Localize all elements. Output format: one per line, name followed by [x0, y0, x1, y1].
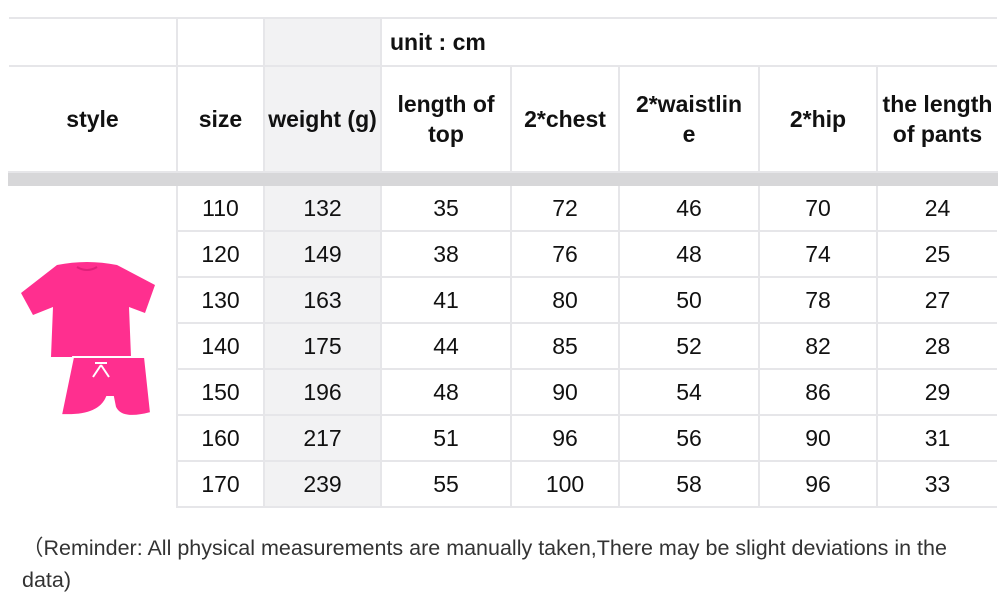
cell-waist: 56	[618, 414, 760, 462]
cell-weight: 149	[263, 230, 382, 278]
cell-length_top: 55	[380, 460, 512, 508]
cell-length_top: 44	[380, 322, 512, 370]
cell-weight: 196	[263, 368, 382, 416]
header-size: size	[176, 65, 265, 173]
table-row: 140 175 44 85 52 82 28	[9, 322, 997, 370]
cell-length_top: 38	[380, 230, 512, 278]
header-hip: 2*hip	[758, 65, 878, 173]
cell-length_top: 35	[380, 184, 512, 232]
cell-hip: 82	[758, 322, 878, 370]
cell-hip: 90	[758, 414, 878, 462]
cell-weight: 175	[263, 322, 382, 370]
style-image	[9, 184, 178, 507]
header-length-of-pants: the length of pants	[876, 65, 997, 173]
cell-chest: 76	[510, 230, 620, 278]
cell-waist: 52	[618, 322, 760, 370]
table-row: 170 239 55 100 58 96 33	[9, 460, 997, 508]
cell-pants: 33	[876, 460, 997, 508]
cell-pants: 25	[876, 230, 997, 278]
header-weight: weight (g)	[263, 65, 382, 173]
cell-size: 170	[176, 460, 265, 508]
cell-hip: 78	[758, 276, 878, 324]
cell-weight: 132	[263, 184, 382, 232]
cell-pants: 29	[876, 368, 997, 416]
table-row: 110 132 35 72 46 70 24	[9, 184, 997, 507]
cell-size: 140	[176, 322, 265, 370]
cell-waist: 50	[618, 276, 760, 324]
cell-pants: 31	[876, 414, 997, 462]
cell-chest: 96	[510, 414, 620, 462]
cell-weight: 163	[263, 276, 382, 324]
pink-outfit-icon	[21, 261, 155, 417]
header-row: style size weight (g) length of top 2*ch…	[9, 65, 997, 173]
cell-length_top: 41	[380, 276, 512, 324]
header-length-of-top: length of top	[380, 65, 512, 173]
cell-chest: 100	[510, 460, 620, 508]
header-style: style	[9, 65, 178, 173]
cell-pants: 28	[876, 322, 997, 370]
table-row: 150 196 48 90 54 86 29	[9, 368, 997, 416]
cell-chest: 80	[510, 276, 620, 324]
cell-length_top: 48	[380, 368, 512, 416]
cell-pants: 24	[876, 184, 997, 232]
header-waistline: 2*waistlin e	[618, 65, 760, 173]
cell-hip: 96	[758, 460, 878, 508]
cell-hip: 70	[758, 184, 878, 232]
cell-pants: 27	[876, 276, 997, 324]
cell-chest: 85	[510, 322, 620, 370]
reminder-note: （Reminder: All physical measurements are…	[22, 536, 947, 592]
unit-label: unit : cm	[380, 17, 997, 67]
cell-size: 120	[176, 230, 265, 278]
header-chest: 2*chest	[510, 65, 620, 173]
cell-hip: 86	[758, 368, 878, 416]
cell-size: 150	[176, 368, 265, 416]
cell-waist: 58	[618, 460, 760, 508]
cell-waist: 48	[618, 230, 760, 278]
cell-size: 110	[176, 184, 265, 232]
cell-length_top: 51	[380, 414, 512, 462]
cell-weight: 239	[263, 460, 382, 508]
cell-weight: 217	[263, 414, 382, 462]
table-row: 160 217 51 96 56 90 31	[9, 414, 997, 462]
cell-size: 160	[176, 414, 265, 462]
header-separator	[8, 171, 998, 186]
table-row: 120 149 38 76 48 74 25	[9, 230, 997, 278]
cell-chest: 72	[510, 184, 620, 232]
cell-chest: 90	[510, 368, 620, 416]
cell-waist: 54	[618, 368, 760, 416]
size-chart-table: unit : cm style size weight (g) length o…	[8, 17, 998, 508]
unit-row: unit : cm	[9, 17, 997, 67]
cell-size: 130	[176, 276, 265, 324]
cell-waist: 46	[618, 184, 760, 232]
table-row: 130 163 41 80 50 78 27	[9, 276, 997, 324]
cell-hip: 74	[758, 230, 878, 278]
